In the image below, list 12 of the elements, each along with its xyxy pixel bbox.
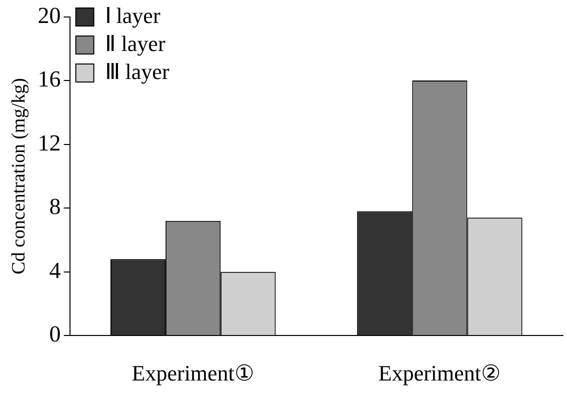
- y-tick-label: 8: [49, 194, 61, 220]
- legend-label: Ⅰ layer: [104, 2, 161, 28]
- y-tick-label: 20: [38, 2, 61, 28]
- x-tick-label: Experiment①: [132, 360, 254, 386]
- legend-label: Ⅲ layer: [104, 58, 170, 84]
- x-tick-label: Experiment②: [378, 360, 502, 386]
- y-tick-label: 4: [49, 258, 62, 283]
- legend-label: Ⅱ layer: [104, 30, 166, 56]
- y-axis-title: Cd concentration (mg/kg): [8, 78, 30, 274]
- y-tick-label: 16: [38, 66, 61, 92]
- y-tick-label: 12: [38, 130, 61, 156]
- y-tick-label: 0: [49, 322, 61, 347]
